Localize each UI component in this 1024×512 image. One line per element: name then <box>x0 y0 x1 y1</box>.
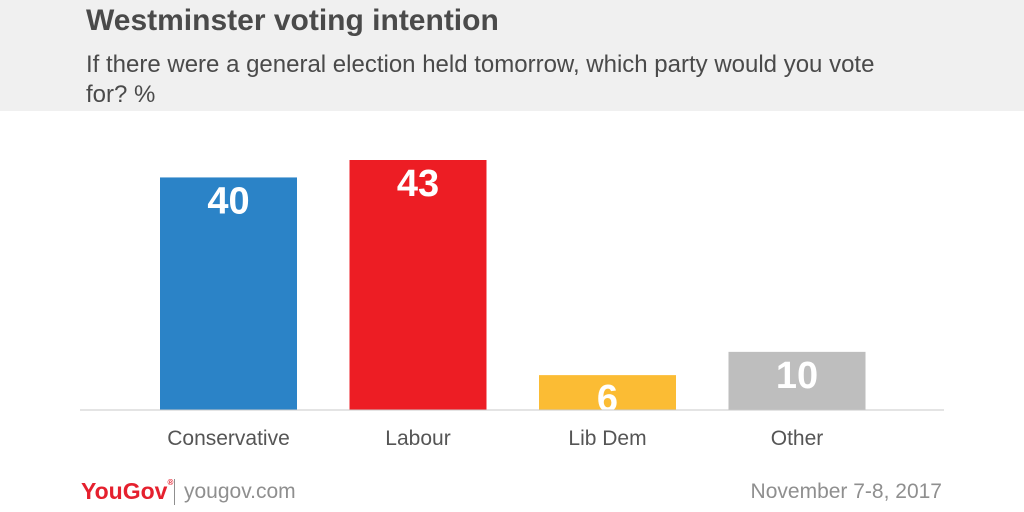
bar-lib-dem <box>539 375 676 410</box>
bar-conservative <box>160 177 297 410</box>
bar-other <box>728 351 866 410</box>
value-label-labour: 43 <box>397 163 439 205</box>
header-band: Westminster voting intention If there we… <box>0 0 1024 111</box>
yougov-logo-text: YouGov <box>81 478 168 504</box>
category-label-lib-dem: Lib Dem <box>568 427 646 450</box>
bar-labour <box>349 160 487 410</box>
footer-date: November 7-8, 2017 <box>750 480 942 503</box>
value-label-other: 10 <box>776 355 818 397</box>
registered-mark-icon: ® <box>167 478 174 487</box>
category-label-labour: Labour <box>385 427 450 450</box>
category-label-other: Other <box>771 427 824 450</box>
footer-divider <box>174 479 175 505</box>
chart-subtitle: If there were a general election held to… <box>86 51 875 108</box>
value-label-conservative: 40 <box>207 180 249 222</box>
value-label-lib-dem: 6 <box>597 378 618 420</box>
chart-title: Westminster voting intention <box>86 4 499 37</box>
yougov-logo: YouGov® <box>81 478 173 505</box>
footer-website: yougov.com <box>184 480 296 503</box>
category-label-conservative: Conservative <box>167 427 290 450</box>
